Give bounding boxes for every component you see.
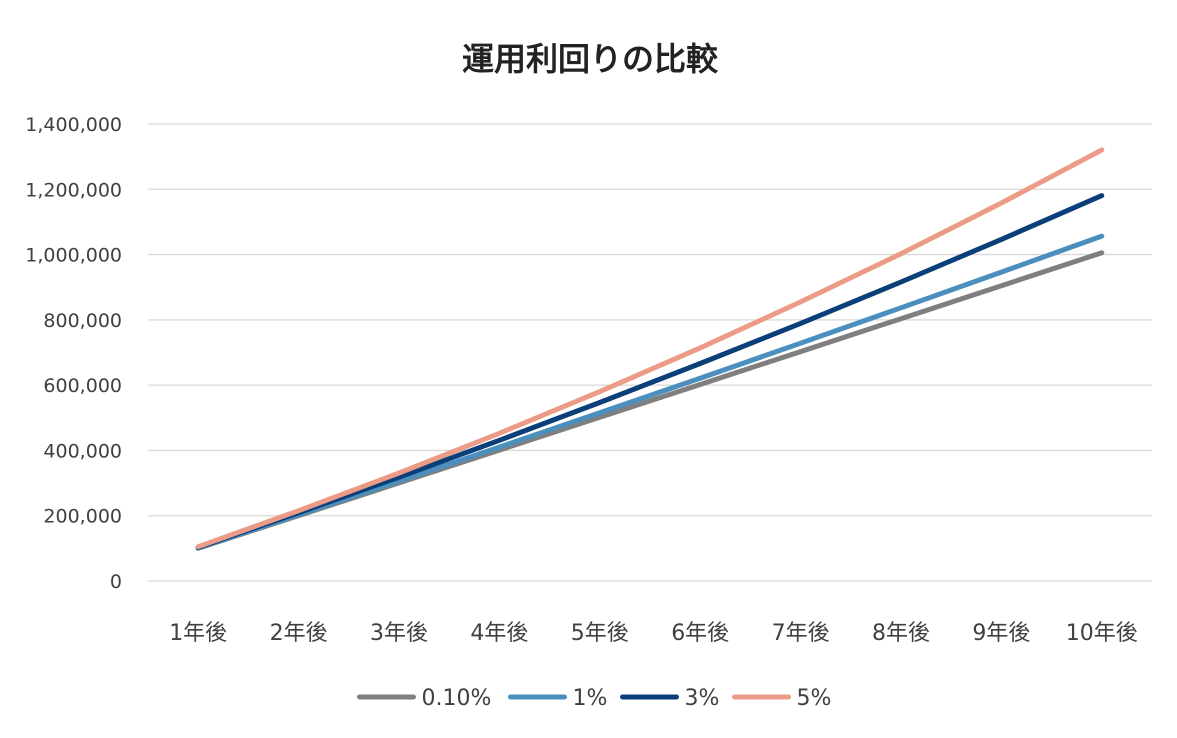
- y-tick-label: 600,000: [43, 375, 122, 397]
- chart-title: 運用利回りの比較: [462, 40, 719, 78]
- legend-label: 3%: [685, 686, 720, 711]
- y-tick-label: 1,200,000: [25, 179, 122, 201]
- x-tick-label: 8年後: [872, 621, 930, 646]
- y-axis-tick-labels: 0 200,000 400,000 600,000 800,000 1,000,000 1,…: [25, 114, 122, 593]
- legend-label: 1%: [573, 686, 608, 711]
- legend: 0.10% 1% 3% 5%: [357, 686, 832, 711]
- y-tick-label: 200,000: [43, 506, 122, 528]
- y-tick-label: 400,000: [43, 440, 122, 462]
- x-tick-label: 3年後: [370, 621, 428, 646]
- series-lines: [195, 147, 1105, 551]
- series-line: [195, 147, 1105, 550]
- y-tick-label: 800,000: [43, 310, 122, 332]
- y-tick-label: 0: [110, 571, 122, 593]
- legend-label: 0.10%: [422, 686, 492, 711]
- y-tick-label: 1,000,000: [25, 245, 122, 267]
- gridlines: [148, 123, 1152, 582]
- x-tick-label: 5年後: [571, 621, 629, 646]
- series-line: [195, 193, 1105, 550]
- legend-label: 5%: [797, 686, 832, 711]
- x-tick-label: 10年後: [1066, 621, 1138, 646]
- x-tick-label: 2年後: [270, 621, 328, 646]
- x-tick-label: 1年後: [169, 621, 227, 646]
- x-axis-tick-labels: 1年後 2年後 3年後 4年後 5年後 6年後 7年後 8年後 9年後 10年後: [169, 621, 1138, 646]
- x-tick-label: 7年後: [772, 621, 830, 646]
- series-line: [195, 233, 1105, 551]
- x-tick-label: 9年後: [972, 621, 1030, 646]
- y-tick-label: 1,400,000: [25, 114, 122, 136]
- x-tick-label: 4年後: [470, 621, 528, 646]
- x-tick-label: 6年後: [671, 621, 729, 646]
